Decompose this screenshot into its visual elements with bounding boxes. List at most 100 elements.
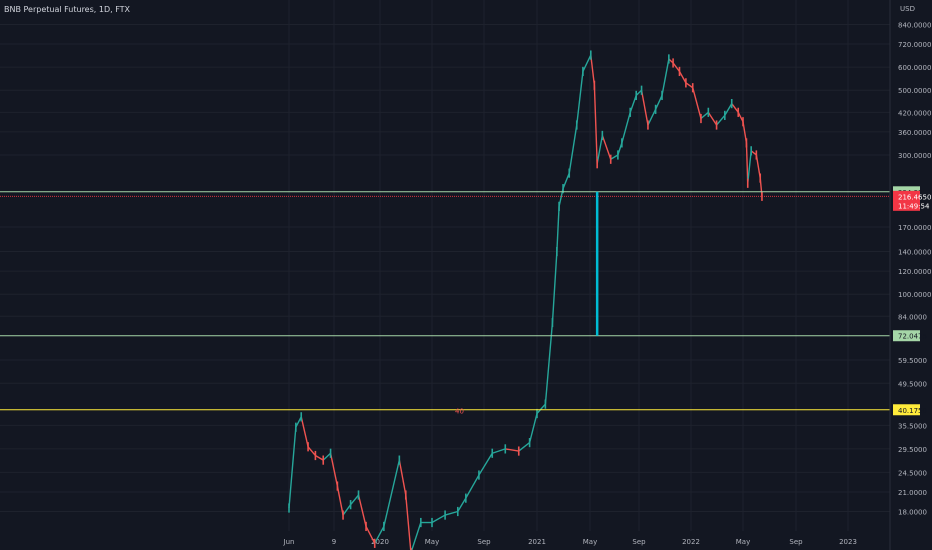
price-segment bbox=[747, 150, 752, 184]
price-segment bbox=[672, 62, 681, 72]
price-segment bbox=[685, 82, 694, 89]
price-segment bbox=[582, 54, 592, 72]
price-segment bbox=[357, 494, 367, 527]
price-segment bbox=[288, 427, 297, 509]
y-tick-label: 120.0000 bbox=[898, 268, 931, 276]
price-candle bbox=[621, 138, 623, 148]
price-candle bbox=[383, 521, 385, 532]
price-candle bbox=[307, 442, 309, 452]
y-tick-label: 720.0000 bbox=[898, 41, 931, 49]
chart-annotation: 40 bbox=[455, 407, 464, 415]
price-candle bbox=[700, 113, 702, 124]
price-candle bbox=[730, 98, 733, 109]
y-tick-label: 600.0000 bbox=[898, 64, 931, 72]
price-segment bbox=[654, 95, 663, 110]
price-segment bbox=[307, 446, 316, 456]
y-tick-label: 35.5000 bbox=[898, 422, 927, 430]
price-segment bbox=[590, 54, 596, 86]
price-segment bbox=[576, 71, 584, 126]
price-segment bbox=[518, 442, 531, 452]
price-segment bbox=[562, 172, 570, 189]
y-tick-label: 100.0000 bbox=[898, 291, 931, 299]
y-tick-label: 840.0000 bbox=[898, 22, 931, 30]
y-tick-label: 170.0000 bbox=[898, 224, 931, 232]
price-segment bbox=[610, 154, 619, 160]
price-candle bbox=[504, 444, 507, 454]
price-segment bbox=[551, 251, 558, 323]
price-segment bbox=[700, 111, 709, 120]
price-segment bbox=[457, 497, 467, 512]
price-segment bbox=[405, 494, 412, 550]
price-candle bbox=[300, 412, 303, 422]
price-candle bbox=[575, 120, 578, 130]
price-candle bbox=[295, 422, 297, 432]
price-segment bbox=[621, 112, 631, 144]
price-candle bbox=[404, 490, 407, 500]
price-segment bbox=[431, 514, 446, 524]
price-segment bbox=[601, 135, 612, 160]
price-candle bbox=[647, 120, 649, 130]
current-price-label: 216.4650 bbox=[898, 193, 931, 201]
y-tick-label: 49.5000 bbox=[898, 380, 927, 388]
price-candle bbox=[491, 448, 494, 458]
x-tick-label: 2022 bbox=[682, 538, 700, 546]
x-tick-label: 9 bbox=[332, 538, 336, 546]
price-segment bbox=[745, 142, 749, 184]
price-segment bbox=[635, 89, 643, 96]
price-candle bbox=[685, 78, 687, 88]
y-tick-label: 300.0000 bbox=[898, 152, 931, 160]
price-candle bbox=[420, 517, 422, 528]
price-candle bbox=[737, 107, 740, 117]
price-segment bbox=[444, 510, 458, 516]
price-candle bbox=[661, 90, 663, 101]
price-segment bbox=[640, 90, 649, 126]
price-candle bbox=[342, 510, 344, 520]
price-segment bbox=[411, 522, 422, 550]
price-candle bbox=[562, 184, 564, 194]
price-segment bbox=[750, 150, 757, 156]
price-candle bbox=[314, 450, 317, 461]
price-candle bbox=[373, 538, 376, 548]
price-candle bbox=[678, 66, 681, 77]
price-segment bbox=[329, 453, 339, 487]
price-candle bbox=[654, 104, 657, 114]
y-tick-label: 21.0000 bbox=[898, 489, 927, 497]
price-segment bbox=[478, 452, 493, 476]
level-price-label: 72.0475 bbox=[898, 333, 927, 341]
price-candle bbox=[558, 201, 560, 211]
price-candle bbox=[478, 470, 480, 480]
level-price-tag bbox=[893, 404, 920, 416]
price-candle bbox=[322, 455, 325, 465]
price-candle bbox=[357, 490, 360, 500]
y-tick-label: 84.0000 bbox=[898, 313, 927, 321]
level-price-label: 40.1750 bbox=[898, 407, 927, 415]
x-tick-label: 2023 bbox=[839, 538, 857, 546]
price-segment bbox=[315, 454, 324, 461]
price-candle bbox=[456, 506, 459, 517]
price-candle bbox=[551, 317, 554, 328]
price-segment bbox=[505, 448, 519, 452]
price-candle bbox=[398, 455, 401, 465]
price-segment bbox=[342, 504, 352, 516]
price-segment bbox=[528, 413, 538, 443]
price-segment bbox=[536, 403, 546, 414]
price-candle bbox=[596, 159, 598, 169]
price-segment bbox=[365, 526, 376, 544]
chart-title: BNB Perpetual Futures, 1D, FTX bbox=[4, 5, 131, 14]
price-candle bbox=[536, 408, 538, 419]
price-candle bbox=[629, 107, 632, 117]
x-tick-label: Sep bbox=[789, 538, 803, 546]
y-tick-label: 140.0000 bbox=[898, 249, 931, 257]
price-candle bbox=[746, 178, 749, 188]
x-tick-label: 2020 bbox=[371, 538, 389, 546]
price-candle bbox=[640, 85, 643, 95]
price-segment bbox=[724, 103, 733, 116]
price-segment bbox=[596, 135, 604, 164]
price-segment bbox=[295, 416, 302, 428]
price-candle bbox=[759, 173, 762, 183]
price-candle bbox=[593, 80, 596, 90]
price-segment bbox=[383, 459, 401, 527]
price-segment bbox=[707, 111, 718, 126]
